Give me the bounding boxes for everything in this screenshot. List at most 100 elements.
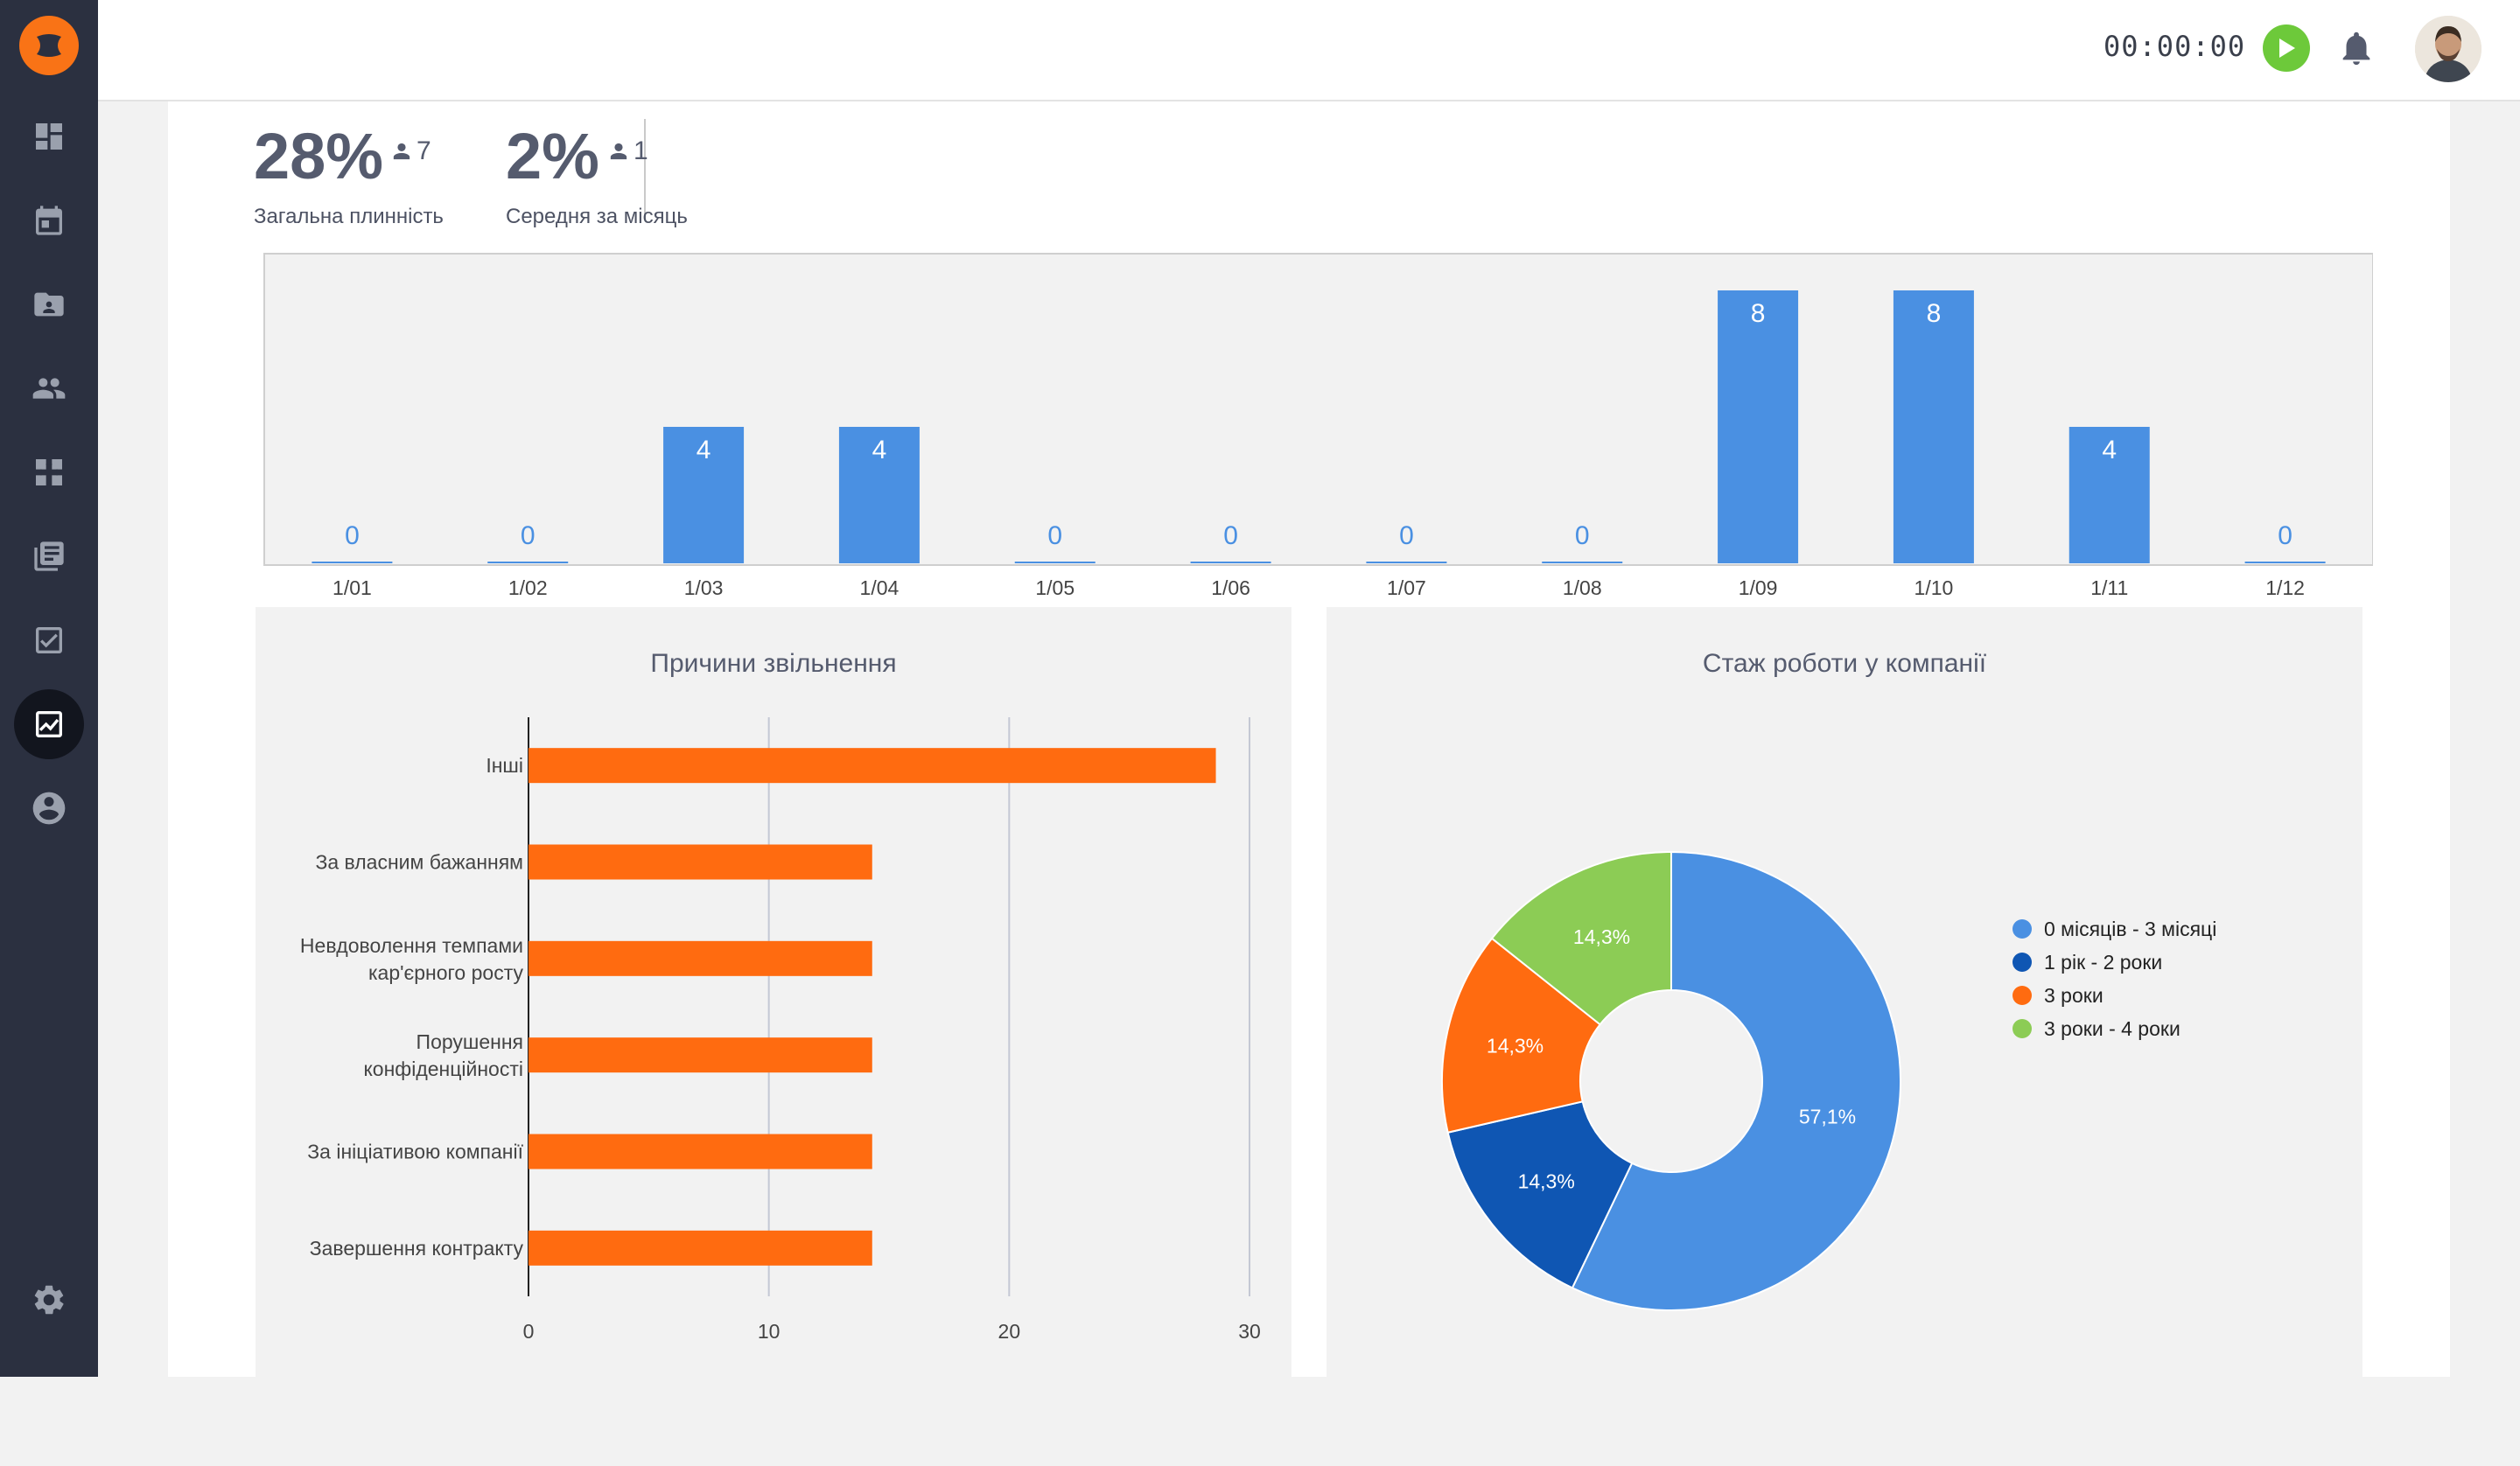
stat-monthly-label: Середня за місяць: [506, 205, 688, 228]
reasons-category-label: Невдоволення темпами кар'єрного росту: [300, 934, 524, 984]
monthly-x-tick-label: 1/08: [1563, 576, 1602, 599]
monthly-bar[interactable]: [1718, 290, 1799, 563]
monthly-x-tick-label: 1/03: [684, 576, 724, 599]
workflow-icon: [36, 459, 62, 485]
analytics-icon: [36, 711, 62, 737]
tenure-slice-label: 14,3%: [1487, 1035, 1544, 1058]
folder-account-icon: [34, 292, 64, 317]
monthly-bar-value-label: 4: [696, 436, 711, 464]
monthly-bar-value-label: 0: [1047, 521, 1062, 550]
reasons-bar[interactable]: [528, 1134, 872, 1169]
monthly-bar[interactable]: [838, 427, 920, 563]
legend-label: 3 роки - 4 роки: [2044, 1016, 2180, 1040]
nav-profile[interactable]: [14, 773, 84, 843]
monthly-bar[interactable]: [1014, 562, 1096, 563]
tenure-legend-item[interactable]: 3 роки - 4 роки: [2012, 1012, 2216, 1045]
legend-swatch: [2012, 1019, 2032, 1038]
monthly-turnover-chart: 0 1/01 0 1/02 4 1/03 4 1/04 0 1/05 0 1/06 0 1/07 0 1/08…: [263, 253, 2373, 599]
reasons-panel: Причини звільнення 0 10 20 30 Інші За власним…: [256, 607, 1292, 1466]
tenure-legend: 0 місяців - 3 місяці 1 рік - 2 роки 3 роки…: [2012, 912, 2216, 1045]
nav-documents[interactable]: [14, 269, 84, 339]
reasons-category-label: Порушення конфіденційності: [363, 1030, 523, 1080]
reasons-chart-title: Причини звільнення: [650, 649, 897, 678]
reasons-bar[interactable]: [528, 844, 872, 880]
monthly-x-tick-label: 1/07: [1387, 576, 1426, 599]
tenure-chart-title: Стаж роботи у компанії: [1702, 649, 1987, 678]
tenure-slice-label: 14,3%: [1573, 925, 1630, 948]
user-avatar[interactable]: [2415, 16, 2482, 82]
monthly-bar[interactable]: [1366, 562, 1447, 563]
tenure-slice-label: 57,1%: [1799, 1105, 1856, 1127]
nav-dashboard[interactable]: [14, 101, 84, 171]
stat-monthly: 2% 1 Середня за місяць: [506, 124, 688, 229]
tenure-slice[interactable]: [1446, 1100, 1634, 1289]
monthly-x-tick-label: 1/09: [1739, 576, 1778, 599]
nav-employees[interactable]: [14, 353, 84, 423]
tenure-legend-item[interactable]: 3 роки: [2012, 979, 2216, 1012]
notifications-button[interactable]: [2336, 26, 2376, 74]
play-icon: [2279, 38, 2295, 58]
reasons-x-tick-label: 10: [758, 1320, 780, 1343]
monthly-bar[interactable]: [312, 562, 393, 563]
stat-overall-value: 28%: [254, 120, 384, 192]
reasons-bar[interactable]: [528, 1037, 872, 1073]
timer-start-button[interactable]: [2263, 24, 2310, 72]
stat-monthly-count: 1: [609, 136, 648, 166]
monthly-x-tick-label: 1/06: [1211, 576, 1250, 599]
logo-icon: [37, 34, 61, 57]
reasons-bar[interactable]: [528, 940, 872, 976]
monthly-bar-value-label: 0: [521, 521, 536, 550]
monthly-x-tick-label: 1/05: [1035, 576, 1074, 599]
reasons-category-label: За ініціативою компанії: [307, 1141, 523, 1163]
top-bar: 00:00:00: [98, 0, 2520, 101]
monthly-bar-value-label: 0: [2278, 521, 2292, 550]
tenure-legend-item[interactable]: 1 рік - 2 роки: [2012, 946, 2216, 979]
app-logo[interactable]: [19, 16, 79, 75]
legend-swatch: [2012, 986, 2032, 1005]
monthly-bar-value-label: 4: [872, 436, 887, 464]
legend-swatch: [2012, 953, 2032, 972]
tenure-legend-item[interactable]: 0 місяців - 3 місяці: [2012, 912, 2216, 946]
settings-icon: [34, 1285, 64, 1315]
monthly-x-tick-label: 1/01: [332, 576, 372, 599]
analytics-page: 28% 7 Загальна плинність 2% 1 Середня за…: [168, 101, 2450, 1466]
bell-icon: [2342, 31, 2370, 66]
legend-swatch: [2012, 919, 2032, 939]
nav-tasks[interactable]: [14, 605, 84, 675]
monthly-bar[interactable]: [2068, 427, 2150, 563]
nav-structure[interactable]: [14, 437, 84, 507]
monthly-bar[interactable]: [2244, 562, 2326, 563]
monthly-bar[interactable]: [1190, 562, 1271, 563]
nav-calendar[interactable]: [14, 185, 84, 255]
nav-analytics[interactable]: [14, 689, 84, 759]
tenure-slice[interactable]: [1490, 850, 1672, 1026]
timer-display: 00:00:00: [2104, 30, 2246, 63]
tenure-slice[interactable]: [1441, 937, 1602, 1134]
tenure-slice-label: 14,3%: [1518, 1169, 1575, 1192]
monthly-bar-value-label: 0: [1575, 521, 1590, 550]
monthly-bar-value-label: 0: [1223, 521, 1238, 550]
nav-library[interactable]: [14, 521, 84, 591]
legend-label: 3 роки: [2044, 983, 2104, 1007]
stat-overall: 28% 7 Загальна плинність: [254, 124, 444, 229]
reasons-bar[interactable]: [528, 748, 1216, 784]
reasons-category-label: Інші: [486, 754, 523, 777]
monthly-bar[interactable]: [663, 427, 745, 563]
person-icon: [393, 143, 410, 160]
legend-label: 1 рік - 2 роки: [2044, 950, 2163, 974]
stats-divider: [644, 119, 646, 219]
tenure-slice[interactable]: [1571, 850, 1901, 1311]
reasons-category-label: Завершення контракту: [310, 1237, 524, 1260]
monthly-bar[interactable]: [1542, 562, 1623, 563]
reasons-x-tick-label: 0: [523, 1320, 535, 1343]
reasons-x-tick-label: 20: [998, 1320, 1021, 1343]
tenure-chart: 57,1% 14,3% 14,3% 14,3%: [1441, 850, 1901, 1311]
reasons-bar[interactable]: [528, 1230, 872, 1266]
dashboard-icon: [36, 123, 62, 150]
monthly-bar[interactable]: [1893, 290, 1974, 563]
stat-overall-count: 7: [392, 136, 431, 166]
monthly-bar[interactable]: [487, 562, 569, 563]
checkbox-icon: [36, 627, 62, 653]
monthly-x-tick-label: 1/10: [1914, 576, 1954, 599]
nav-settings[interactable]: [14, 1265, 84, 1335]
